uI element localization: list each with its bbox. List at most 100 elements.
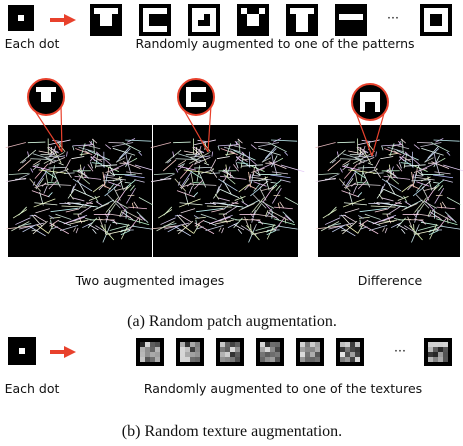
target-label: Randomly augmented to one of the texture… — [144, 381, 422, 396]
dot — [18, 15, 24, 21]
stroke — [440, 202, 443, 209]
stroke — [179, 163, 186, 167]
pattern-cell — [424, 8, 430, 14]
stroke — [193, 215, 200, 219]
stroke — [343, 214, 357, 223]
texture-cell — [428, 352, 433, 357]
stroke — [198, 155, 211, 159]
stroke — [75, 227, 79, 234]
stroke — [235, 141, 238, 146]
pattern-cell — [106, 8, 112, 14]
texture-cell — [275, 352, 280, 357]
stroke — [433, 139, 460, 142]
texture-cell — [438, 342, 443, 347]
texture-cell — [265, 347, 270, 352]
stroke — [69, 219, 89, 225]
stroke — [441, 225, 461, 230]
stroke — [414, 229, 438, 235]
zoom-cell — [186, 102, 191, 107]
stroke — [112, 142, 134, 148]
zoom-cell — [41, 92, 46, 97]
texture-cell — [260, 342, 265, 347]
stroke — [262, 148, 277, 163]
stroke — [357, 166, 376, 169]
texture-cell — [235, 347, 240, 352]
texture-cell — [150, 357, 155, 362]
texture-cell — [355, 342, 360, 347]
stroke — [173, 141, 191, 144]
zoom-cell — [191, 87, 196, 92]
texture-cell — [230, 347, 235, 352]
pattern-cell — [296, 26, 302, 32]
texture-cell — [350, 357, 355, 362]
stroke — [78, 146, 95, 153]
stroke — [424, 148, 440, 163]
pattern-cell — [198, 26, 204, 32]
stroke — [258, 219, 264, 225]
stroke — [30, 158, 53, 161]
pattern-cell — [259, 8, 265, 14]
texture-cell — [355, 357, 360, 362]
stroke — [237, 162, 249, 165]
pattern-cell — [430, 26, 436, 32]
stroke — [274, 206, 293, 210]
stroke — [343, 202, 367, 206]
texture-cell — [195, 357, 200, 362]
stroke — [254, 142, 270, 144]
stroke — [49, 217, 61, 219]
stroke — [190, 172, 194, 186]
stroke — [88, 145, 101, 150]
pattern-cell — [94, 8, 100, 14]
stroke — [102, 179, 123, 182]
stroke — [413, 224, 415, 235]
stroke — [34, 202, 58, 206]
stroke — [433, 181, 440, 184]
stroke — [360, 165, 365, 182]
stroke — [241, 164, 263, 167]
stroke — [196, 165, 201, 182]
stroke — [270, 155, 278, 168]
stroke — [409, 224, 423, 241]
stroke — [112, 147, 136, 156]
stroke — [102, 171, 106, 188]
stroke — [400, 138, 406, 144]
texture-cell — [195, 347, 200, 352]
stroke — [238, 203, 255, 211]
stroke — [432, 174, 454, 179]
texture-cell — [438, 352, 443, 357]
stroke — [8, 172, 29, 176]
texture-cell — [275, 357, 280, 362]
texture-cell — [235, 357, 240, 362]
stroke — [190, 157, 201, 164]
stroke — [270, 181, 277, 184]
stroke — [218, 227, 222, 232]
stroke — [237, 228, 243, 234]
texture-cell — [428, 357, 433, 362]
stroke — [255, 171, 261, 176]
texture-cell — [270, 357, 275, 362]
stroke — [50, 219, 53, 228]
stroke — [344, 163, 358, 179]
texture-cell — [140, 342, 145, 347]
stroke — [444, 211, 457, 224]
stroke — [58, 162, 64, 166]
stroke — [284, 197, 299, 206]
stroke — [107, 183, 115, 192]
stroke — [22, 224, 36, 233]
pattern-cell — [143, 8, 149, 14]
stroke — [165, 149, 182, 164]
stroke — [105, 209, 111, 223]
stroke — [82, 222, 93, 229]
pattern-cell — [155, 8, 161, 14]
stroke — [397, 195, 409, 201]
stroke — [95, 151, 112, 166]
stroke — [255, 224, 276, 231]
texture-cell — [185, 347, 190, 352]
stroke — [417, 224, 439, 231]
zoom-cell — [375, 107, 380, 112]
stroke — [344, 208, 360, 214]
texture-cell — [345, 357, 350, 362]
stroke — [226, 143, 232, 157]
stroke — [203, 162, 210, 166]
stroke — [5, 177, 27, 183]
